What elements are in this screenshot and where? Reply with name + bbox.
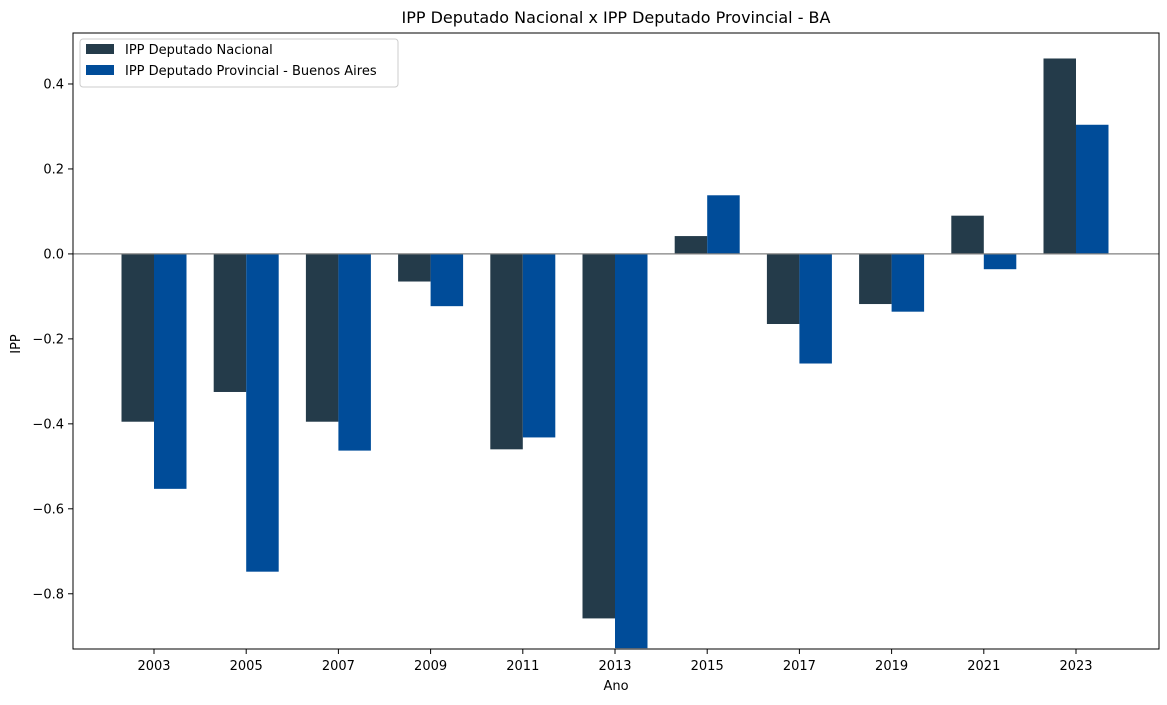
bar-provincial-2013	[615, 253, 648, 649]
x-tick-label: 2005	[230, 659, 263, 674]
bar-provincial-2015	[707, 195, 740, 254]
x-tick-label: 2003	[137, 659, 170, 674]
bar-provincial-2009	[430, 253, 464, 307]
bar-provincial-2021	[983, 253, 1017, 270]
bar-nacional-2015	[674, 236, 708, 254]
y-tick-label: −0.2	[32, 332, 64, 347]
bar-nacional-2021	[951, 215, 984, 254]
bar-nacional-2007	[305, 253, 339, 422]
y-tick-label: 0.2	[43, 162, 64, 177]
y-tick-label: −0.6	[32, 502, 64, 517]
bar-provincial-2011	[522, 253, 556, 438]
y-axis-label: IPP	[9, 334, 24, 354]
legend-swatch	[86, 44, 114, 54]
x-tick-label: 2023	[1059, 659, 1092, 674]
legend-label: IPP Deputado Nacional	[125, 43, 273, 58]
x-tick-label: 2009	[414, 659, 447, 674]
bar-provincial-2007	[338, 253, 371, 451]
x-tick-label: 2017	[783, 659, 816, 674]
bars-layer	[121, 58, 1109, 649]
y-axis-ticks: 0.4 0.2 0.0 −0.2 −0.4 −0.6 −0.8	[32, 77, 73, 602]
bar-nacional-2005	[213, 253, 247, 392]
bar-nacional-2023	[1043, 58, 1076, 254]
x-tick-label: 2011	[506, 659, 539, 674]
x-tick-label: 2007	[322, 659, 355, 674]
y-tick-label: −0.4	[32, 417, 64, 432]
chart-title: IPP Deputado Nacional x IPP Deputado Pro…	[402, 8, 831, 27]
x-tick-label: 2021	[967, 659, 1000, 674]
bar-nacional-2019	[859, 253, 892, 305]
x-axis-ticks: 2003 2005 2007 2009 2011 2013 2015 2017 2019 2021…	[137, 649, 1093, 674]
bar-provincial-2019	[891, 253, 925, 312]
x-tick-label: 2015	[691, 659, 724, 674]
bar-provincial-2023	[1076, 124, 1109, 254]
plot-frame	[72, 32, 1160, 650]
x-tick-label: 2013	[598, 659, 631, 674]
legend-swatch	[86, 65, 114, 75]
bar-provincial-2003	[154, 253, 187, 489]
x-axis-label: Ano	[603, 679, 628, 694]
bar-nacional-2009	[398, 253, 431, 282]
y-tick-label: −0.8	[32, 587, 64, 602]
legend-box	[79, 38, 399, 88]
bar-nacional-2017	[766, 253, 800, 325]
y-tick-label: 0.0	[43, 247, 64, 262]
legend-label: IPP Deputado Provincial - Buenos Aires	[125, 64, 377, 79]
y-tick-label: 0.4	[43, 77, 64, 92]
legend: IPP Deputado Nacional IPP Deputado Provin…	[79, 38, 399, 88]
bar-provincial-2017	[799, 253, 832, 364]
bar-nacional-2003	[121, 253, 154, 422]
bar-nacional-2011	[490, 253, 523, 450]
bar-provincial-2005	[246, 253, 279, 572]
x-tick-label: 2019	[875, 659, 908, 674]
bar-nacional-2013	[582, 253, 615, 619]
